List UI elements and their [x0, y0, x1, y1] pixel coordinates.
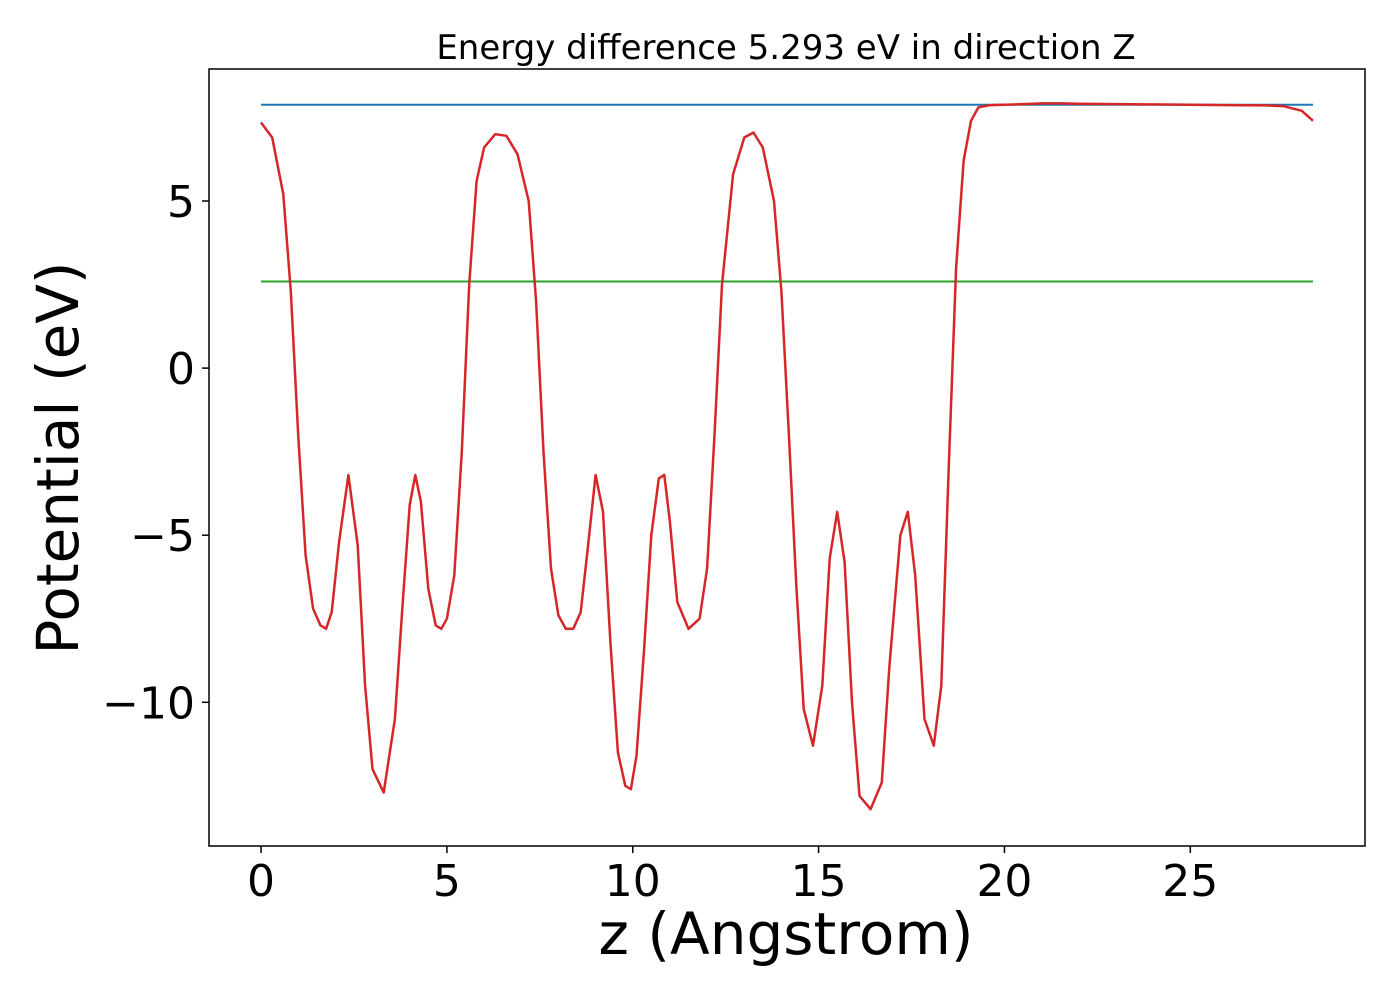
y-tick-label: −10 — [102, 678, 195, 729]
axes-frame — [208, 68, 1366, 847]
x-tick-label: 15 — [791, 856, 847, 907]
x-tick-label: 0 — [247, 856, 275, 907]
x-tick-label: 10 — [605, 856, 661, 907]
y-tick-label: 5 — [167, 177, 195, 228]
x-tick-label: 5 — [433, 856, 461, 907]
x-axis: 0 5 10 15 20 25 — [247, 846, 1218, 907]
y-tick-label: 0 — [167, 344, 195, 395]
y-axis: −10 −5 0 5 — [102, 177, 209, 729]
x-tick-label: 25 — [1162, 856, 1218, 907]
x-tick-label: 20 — [976, 856, 1032, 907]
y-axis-label: Potential (eV) — [24, 261, 92, 654]
x-axis-label: z (Angstrom) — [599, 900, 974, 968]
plot-area — [259, 102, 1314, 811]
y-tick-label: −5 — [130, 511, 195, 562]
chart-title: Energy difference 5.293 eV in direction … — [436, 28, 1135, 68]
series-line-3 — [259, 102, 1314, 811]
